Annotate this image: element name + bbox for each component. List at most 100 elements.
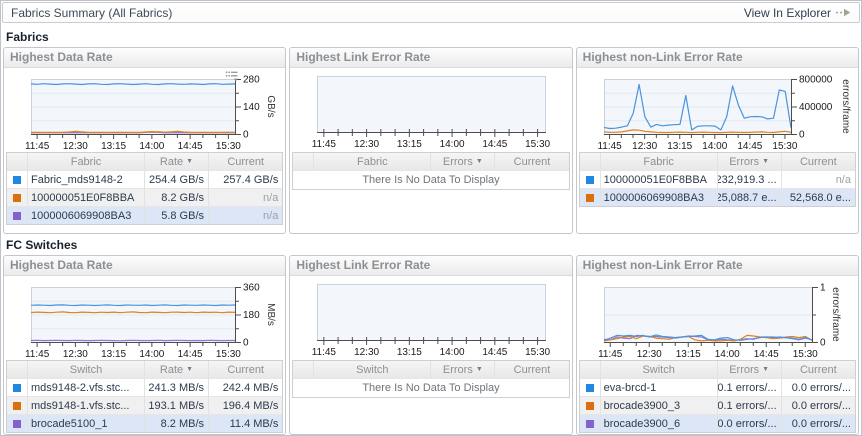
no-data-message: There Is No Data To Display — [293, 170, 569, 189]
column-header-current[interactable]: Current — [780, 153, 855, 170]
column-header-current[interactable]: Current — [780, 361, 855, 378]
column-header-label: Fabric — [70, 155, 102, 168]
column-header-errors[interactable]: Errors ▼ — [430, 153, 494, 170]
svg-text:400000: 400000 — [799, 102, 833, 113]
no-data-message: There Is No Data To Display — [293, 378, 569, 397]
column-header-fabric[interactable]: Fabric — [313, 153, 430, 170]
table-row[interactable]: eva-brcd-1 0.1 errors/... 0.0 errors/... — [579, 378, 855, 396]
chart-canvas: 11:45 12:30 13:15 14:00 14:45 15:30 — [312, 284, 551, 358]
column-header-errors[interactable]: Errors ▼ — [716, 153, 781, 170]
column-header-current[interactable]: Current — [208, 153, 282, 170]
column-header-label: Rate — [159, 363, 184, 376]
column-header-rate[interactable]: Rate ▼ — [144, 361, 208, 378]
column-header-label: Fabric — [643, 155, 674, 168]
swatch-cell — [580, 397, 600, 414]
view-in-explorer-link[interactable]: View In Explorer — [744, 6, 851, 20]
value-cell: 8.2 GB/s — [144, 189, 208, 206]
table-switches-highest-nonlink-error-rate: Switch Errors ▼ Current eva-brcd-1 0.1 errors… — [578, 360, 856, 433]
page-title: Fabrics Summary (All Fabrics) — [11, 5, 173, 20]
sort-desc-icon: ▼ — [762, 366, 770, 373]
name-cell: eva-brcd-1 — [599, 379, 717, 396]
column-header-label: Rate — [159, 155, 184, 168]
table-row[interactable]: brocade3900_3 0.1 errors/... 0.0 errors/..… — [579, 396, 855, 414]
current-cell: 0.0 errors/... — [780, 415, 855, 432]
name-cell: mds9148-1.vfs.stc... — [27, 397, 144, 414]
series-color-swatch — [13, 193, 21, 202]
table-row[interactable]: brocade5100_1 8.2 MB/s 11.4 MB/s — [7, 414, 283, 432]
column-header-label: Current — [799, 155, 837, 168]
table-row[interactable]: mds9148-2.vfs.stc... 241.3 MB/s 242.4 MB/s — [7, 378, 283, 396]
table-switches-highest-data-rate: Switch Rate ▼ Current mds9148-2.vfs.stc... 24… — [6, 360, 284, 433]
svg-text:13:15: 13:15 — [675, 349, 700, 360]
current-cell: 0.0 errors/... — [780, 397, 855, 414]
svg-text:14:00: 14:00 — [440, 347, 465, 358]
panel-fabrics-highest-nonlink-error-rate: Highest non-Link Error Rate 11:45 12:30 13… — [575, 47, 859, 234]
column-header-current[interactable]: Current — [494, 361, 568, 378]
column-header-fabric[interactable]: Fabric — [599, 153, 717, 170]
table-row[interactable]: 100000051E0F8BBA 232,919.3 ... n/a — [579, 170, 855, 188]
column-header-rate[interactable]: Rate ▼ — [144, 153, 208, 170]
table-row[interactable]: 1000006069908BA3 25,088.7 e... 52,568.0 e.… — [579, 188, 855, 206]
svg-text:12:30: 12:30 — [354, 347, 379, 358]
column-header-errors[interactable]: Errors ▼ — [430, 361, 494, 378]
section-label-fabrics: Fabrics — [6, 30, 49, 44]
name-cell: mds9148-2.vfs.stc... — [27, 379, 144, 396]
value-cell: 193.1 MB/s — [144, 397, 208, 414]
column-header-errors[interactable]: Errors ▼ — [716, 361, 781, 378]
svg-text:errors/frame: errors/frame — [830, 287, 841, 342]
column-header-label: Fabric — [357, 155, 388, 168]
svg-text:12:30: 12:30 — [63, 141, 88, 152]
table-row[interactable]: 100000051E0F8BBA 8.2 GB/s n/a — [7, 188, 283, 206]
series-color-swatch — [13, 211, 21, 220]
svg-text:13:15: 13:15 — [397, 139, 422, 150]
sort-desc-icon: ▼ — [186, 158, 194, 165]
column-header-fabric[interactable]: Fabric — [27, 153, 144, 170]
svg-text:11:45: 11:45 — [312, 347, 337, 358]
svg-text:13:15: 13:15 — [397, 347, 422, 358]
chart-switches-highest-data-rate: 11:45 12:30 13:15 14:00 14:45 15:30 0 180 360 MB/… — [4, 276, 285, 361]
current-cell: 242.4 MB/s — [208, 379, 282, 396]
panel-title: Highest Link Error Rate — [290, 48, 572, 68]
swatch-column-header — [293, 153, 313, 170]
svg-text:0: 0 — [243, 130, 249, 141]
table-switches-highest-link-error-rate: Switch Errors ▼ Current There Is No Data To … — [292, 360, 570, 398]
column-header-switch[interactable]: Switch — [27, 361, 144, 378]
value-cell: 232,919.3 ... — [716, 171, 781, 188]
column-header-switch[interactable]: Switch — [313, 361, 430, 378]
sort-desc-icon: ▼ — [475, 366, 483, 373]
chart-switches-highest-nonlink-error-rate: 11:45 12:30 13:15 14:00 14:45 15:30 0 1 errors/f… — [577, 276, 858, 361]
panel-title: Highest Link Error Rate — [290, 256, 572, 276]
table-row[interactable]: Fabric_mds9148-2 254.4 GB/s 257.4 GB/s — [7, 170, 283, 188]
panel-switches-highest-link-error-rate: Highest Link Error Rate 11:45 12:30 13:15 1… — [289, 255, 573, 435]
column-header-label: Switch — [69, 363, 103, 376]
chart-canvas: 11:45 12:30 13:15 14:00 14:45 15:300 400000 800… — [597, 75, 851, 153]
table-row[interactable]: brocade3900_6 0.0 errors/... 0.0 errors/..… — [579, 414, 855, 432]
svg-text:13:15: 13:15 — [101, 141, 126, 152]
chart-options-icon[interactable] — [225, 69, 239, 87]
table-row[interactable]: 1000006069908BA3 5.8 GB/s n/a — [7, 206, 283, 224]
column-header-current[interactable]: Current — [208, 361, 282, 378]
column-header-label: Errors — [442, 363, 473, 376]
chart-canvas: 11:45 12:30 13:15 14:00 14:45 15:30 — [312, 76, 551, 150]
current-cell: 52,568.0 e... — [780, 189, 855, 206]
svg-text:140: 140 — [243, 102, 260, 113]
svg-text:15:30: 15:30 — [525, 347, 550, 358]
chart-canvas: 11:45 12:30 13:15 14:00 14:45 15:300 180 360 MB/… — [25, 283, 276, 361]
titlebar: Fabrics Summary (All Fabrics) View In Ex… — [2, 2, 860, 23]
svg-text:errors/frame: errors/frame — [840, 79, 851, 134]
value-cell: 0.1 errors/... — [716, 397, 781, 414]
series-color-swatch — [13, 401, 21, 410]
svg-text:14:00: 14:00 — [714, 349, 739, 360]
series-color-swatch — [585, 383, 594, 392]
chart-fabrics-highest-data-rate: 11:45 12:30 13:15 14:00 14:45 15:30 0 140 280 GB/… — [4, 68, 285, 152]
table-fabrics-highest-nonlink-error-rate: Fabric Errors ▼ Current 100000051E0F8BBA 232,… — [578, 152, 856, 207]
svg-text:0: 0 — [243, 338, 249, 349]
fabrics-panel-row: Highest Data Rate 11:45 12:30 13:15 14:00 14… — [3, 47, 859, 234]
column-header-label: Current — [513, 155, 551, 168]
column-header-current[interactable]: Current — [494, 153, 568, 170]
table-row[interactable]: mds9148-1.vfs.stc... 193.1 MB/s 196.4 MB/s — [7, 396, 283, 414]
name-cell: 1000006069908BA3 — [599, 189, 717, 206]
series-color-swatch — [585, 419, 594, 428]
column-header-switch[interactable]: Switch — [599, 361, 717, 378]
